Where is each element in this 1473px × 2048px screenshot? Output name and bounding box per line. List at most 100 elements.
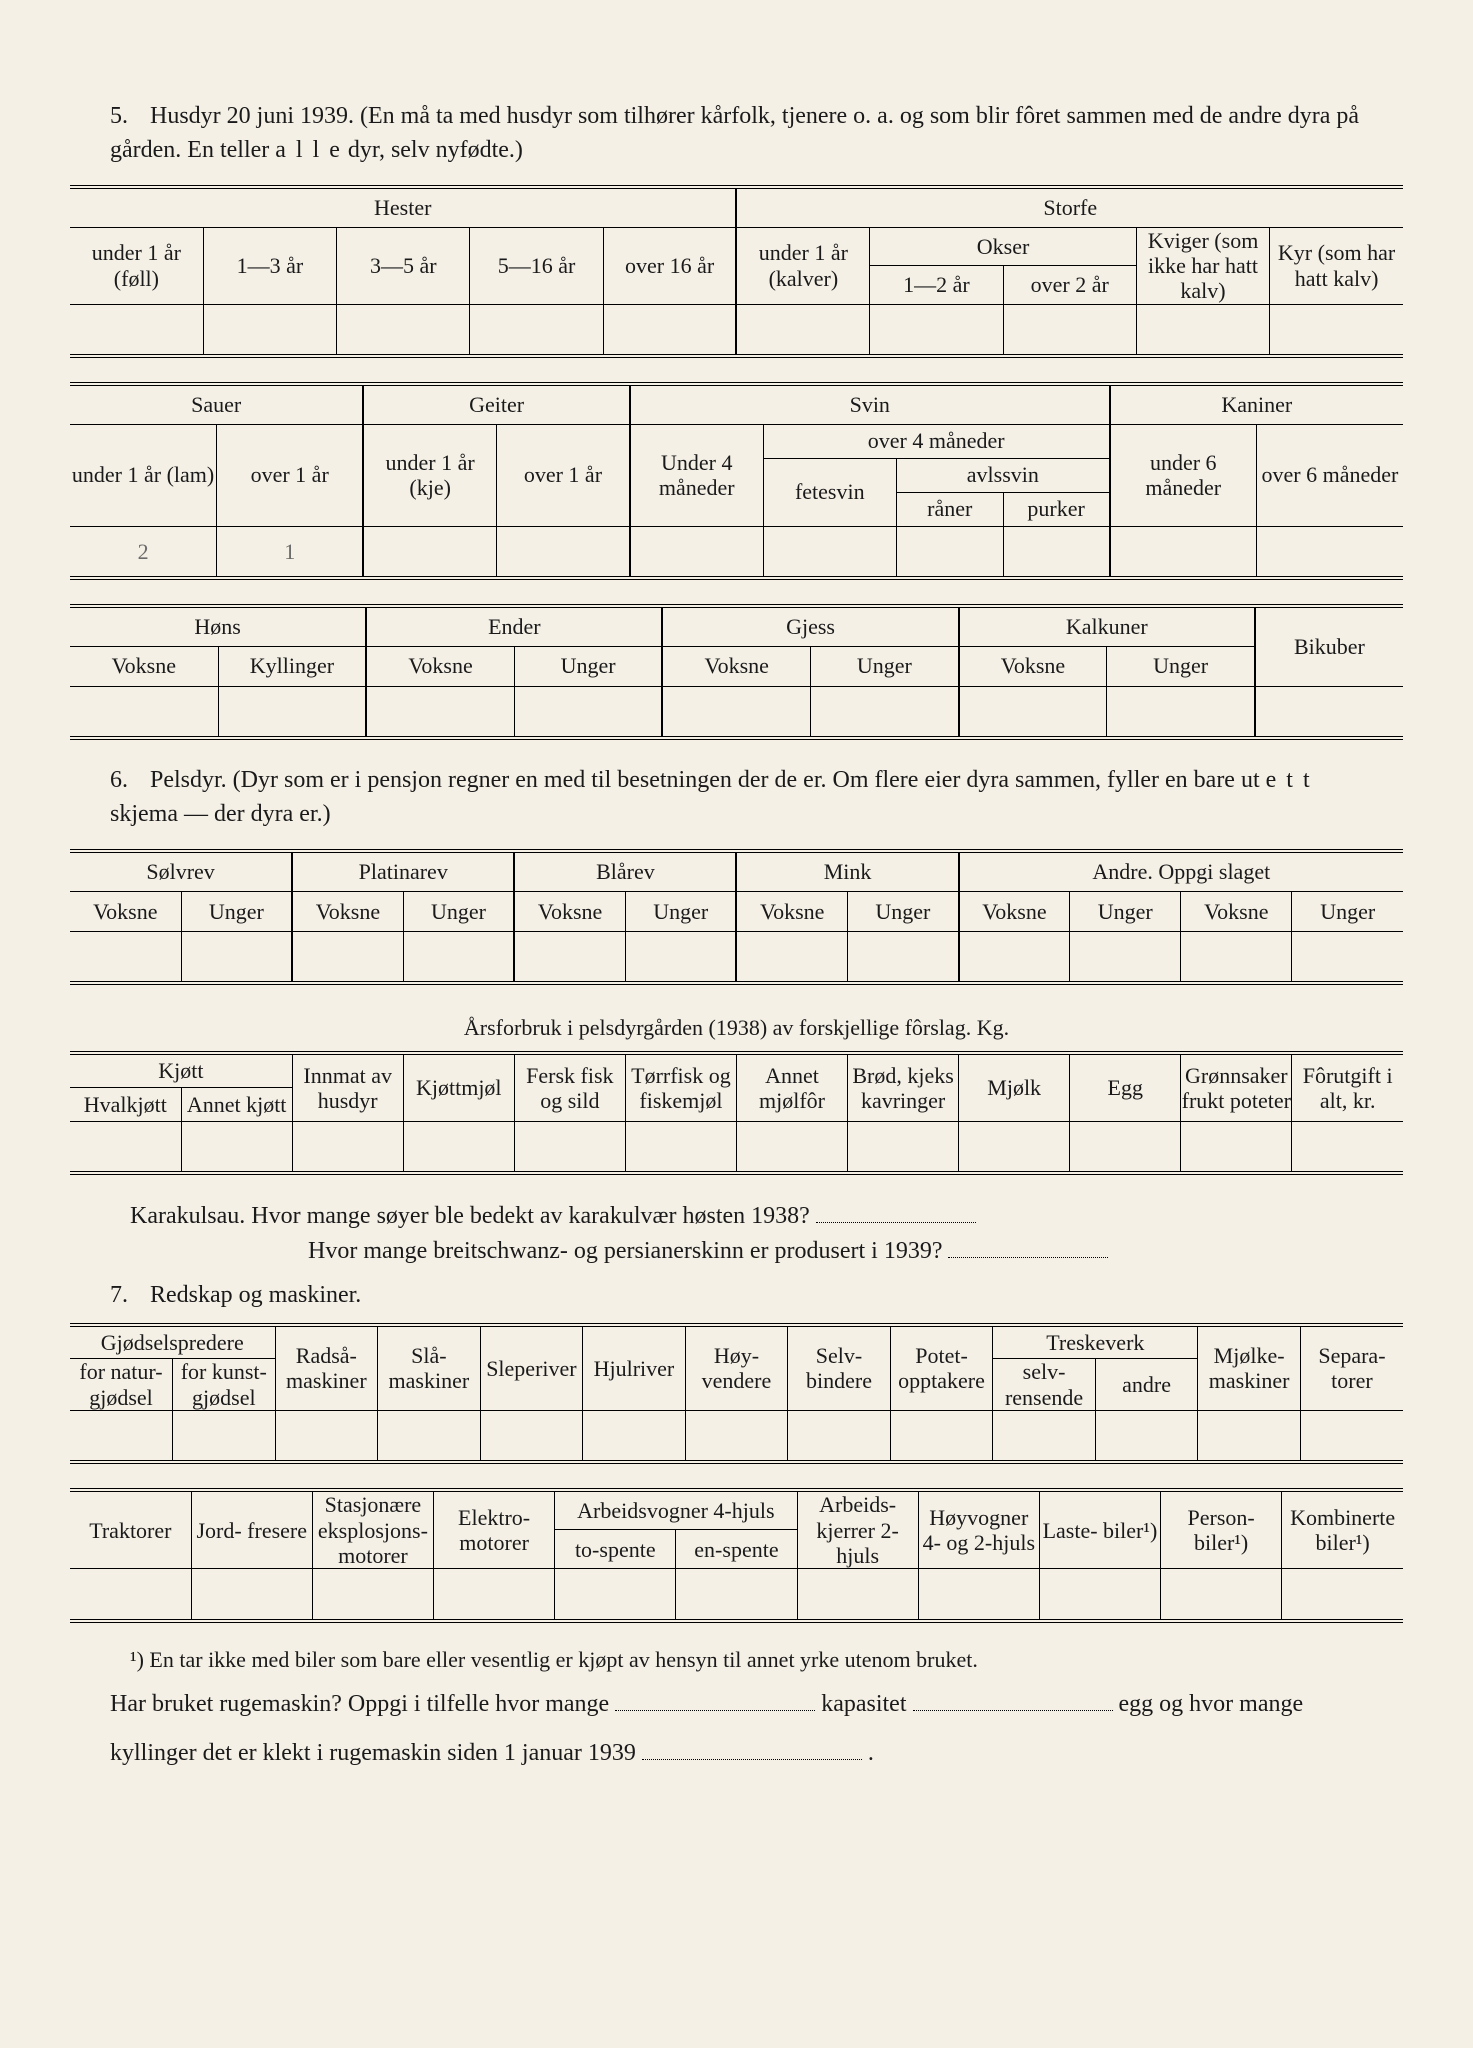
cell[interactable] — [70, 1121, 181, 1173]
cell[interactable] — [173, 1410, 276, 1462]
cell[interactable] — [70, 686, 218, 738]
cell[interactable] — [788, 1410, 891, 1462]
cell[interactable] — [662, 686, 810, 738]
cell-hand1[interactable]: 2 — [70, 526, 217, 578]
cell[interactable] — [1110, 526, 1257, 578]
table-redskap-a: Gjødselspredere Radså- maskiner Slå- mas… — [70, 1323, 1403, 1465]
kan-u6: under 6 måneder — [1110, 424, 1257, 526]
cell[interactable] — [403, 931, 514, 983]
c: Unger — [403, 891, 514, 931]
cell[interactable] — [993, 1410, 1096, 1462]
cell[interactable] — [870, 304, 1003, 356]
cell[interactable] — [811, 686, 959, 738]
cell[interactable] — [1070, 931, 1181, 983]
h-hoyv: Høy- vendere — [685, 1325, 788, 1411]
cell[interactable] — [292, 1121, 403, 1173]
cell[interactable] — [70, 931, 181, 983]
cell[interactable] — [1198, 1410, 1301, 1462]
cell[interactable] — [555, 1569, 676, 1621]
cell[interactable] — [1039, 1569, 1160, 1621]
cell[interactable] — [890, 1410, 993, 1462]
cell[interactable] — [959, 1121, 1070, 1173]
cell[interactable] — [736, 304, 869, 356]
cell[interactable] — [1270, 304, 1403, 356]
cell[interactable] — [1256, 526, 1403, 578]
cell[interactable] — [434, 1569, 555, 1621]
cell[interactable] — [918, 1569, 1039, 1621]
cell[interactable] — [1107, 686, 1255, 738]
hdr-sauer: Sauer — [70, 384, 363, 424]
q6-num: 6. — [110, 764, 144, 798]
h-radsa: Radså- maskiner — [275, 1325, 378, 1411]
cell[interactable] — [685, 1410, 788, 1462]
cell[interactable] — [363, 526, 496, 578]
cell[interactable] — [625, 931, 736, 983]
cell[interactable] — [470, 304, 603, 356]
cell[interactable] — [275, 1410, 378, 1462]
cell[interactable] — [366, 686, 514, 738]
s-kalver: under 1 år (kalver) — [736, 227, 869, 304]
cell[interactable] — [181, 1121, 292, 1173]
cell[interactable] — [514, 686, 662, 738]
h-5-16: 5—16 år — [470, 227, 603, 304]
cell[interactable] — [70, 304, 203, 356]
h-kjerrer: Arbeids- kjerrer 2-hjuls — [797, 1490, 918, 1568]
cell[interactable] — [70, 1410, 173, 1462]
blank[interactable] — [948, 1234, 1108, 1258]
cell[interactable] — [848, 931, 959, 983]
cell[interactable] — [896, 526, 1003, 578]
cell[interactable] — [625, 1121, 736, 1173]
blank[interactable] — [642, 1736, 862, 1760]
cell[interactable] — [191, 1569, 312, 1621]
cell[interactable] — [1181, 931, 1292, 983]
cell[interactable] — [1161, 1569, 1282, 1621]
table-hester-storfe: Hester Storfe under 1 år (føll) 1—3 år 3… — [70, 185, 1403, 358]
cell[interactable] — [583, 1410, 686, 1462]
cell[interactable] — [1070, 1121, 1181, 1173]
cell[interactable] — [736, 1121, 847, 1173]
cell[interactable] — [676, 1569, 797, 1621]
blank[interactable] — [816, 1199, 976, 1223]
s-kviger: Kviger (som ikke har hatt kalv) — [1136, 227, 1269, 304]
cell[interactable] — [1095, 1410, 1198, 1462]
h-andre: andre — [1095, 1359, 1198, 1411]
cell-hand2[interactable]: 1 — [217, 526, 364, 578]
cell[interactable] — [497, 526, 630, 578]
cell[interactable] — [763, 526, 896, 578]
cell[interactable] — [1300, 1410, 1403, 1462]
cell[interactable] — [1136, 304, 1269, 356]
cell[interactable] — [630, 526, 763, 578]
cell[interactable] — [480, 1410, 583, 1462]
cell[interactable] — [203, 304, 336, 356]
cell[interactable] — [514, 931, 625, 983]
cell[interactable] — [603, 304, 736, 356]
h-mjolk: Mjølk — [959, 1053, 1070, 1121]
blank[interactable] — [913, 1687, 1113, 1711]
karakul-line1: Karakulsau. Hvor mange søyer ble bedekt … — [130, 1199, 1403, 1230]
cell[interactable] — [181, 931, 292, 983]
cell[interactable] — [1255, 686, 1403, 738]
cell[interactable] — [1181, 1121, 1292, 1173]
cell[interactable] — [378, 1410, 481, 1462]
cell[interactable] — [1292, 1121, 1403, 1173]
cell[interactable] — [959, 686, 1107, 738]
cell[interactable] — [736, 931, 847, 983]
cell[interactable] — [70, 1569, 191, 1621]
cell[interactable] — [218, 686, 366, 738]
cell[interactable] — [797, 1569, 918, 1621]
cell[interactable] — [1003, 304, 1136, 356]
cell[interactable] — [514, 1121, 625, 1173]
cell[interactable] — [959, 931, 1070, 983]
cell[interactable] — [337, 304, 470, 356]
cell[interactable] — [292, 931, 403, 983]
cell[interactable] — [1292, 931, 1403, 983]
cell[interactable] — [1282, 1569, 1403, 1621]
blank[interactable] — [615, 1687, 815, 1711]
hdr-kjott: Kjøtt — [70, 1053, 292, 1087]
h-selvb: Selv- bindere — [788, 1325, 891, 1411]
h-gjodsel: Gjødselspredere — [70, 1325, 275, 1359]
cell[interactable] — [848, 1121, 959, 1173]
cell[interactable] — [312, 1569, 433, 1621]
cell[interactable] — [403, 1121, 514, 1173]
cell[interactable] — [1003, 526, 1110, 578]
